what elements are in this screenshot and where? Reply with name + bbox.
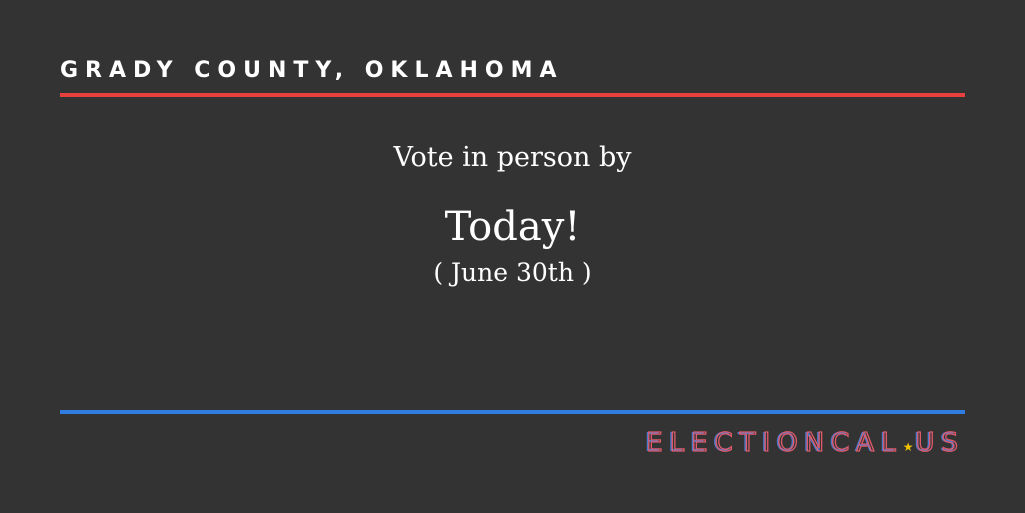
logo-tld: US <box>915 427 965 458</box>
logo-main: ELECTIONCAL <box>646 427 903 458</box>
top-rule <box>60 93 965 97</box>
bottom-rule <box>60 410 965 414</box>
county-title: GRADY COUNTY, OKLAHOMA <box>60 58 564 83</box>
logo-star: ★ <box>902 440 916 454</box>
lead-text: Vote in person by <box>393 142 632 173</box>
logo: ELECTIONCAL ★ US <box>646 427 965 458</box>
deadline-date: ( June 30th ) <box>433 258 592 287</box>
deadline: Today! <box>444 204 581 250</box>
